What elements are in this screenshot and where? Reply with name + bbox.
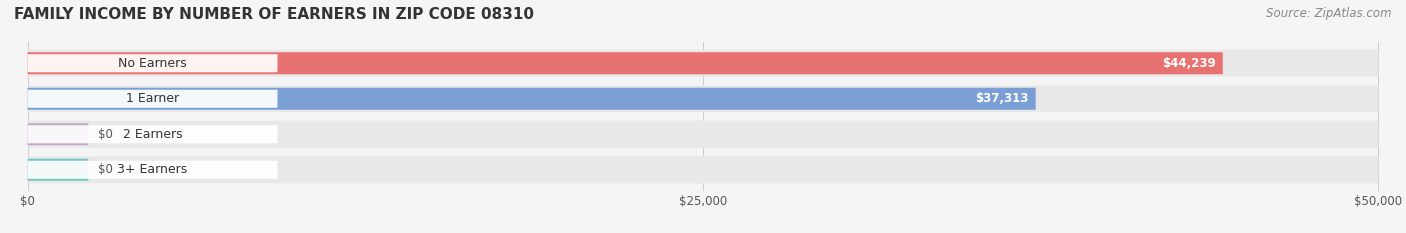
Text: $0: $0 (98, 163, 112, 176)
Text: 1 Earner: 1 Earner (127, 92, 179, 105)
FancyBboxPatch shape (28, 88, 1036, 110)
Text: Source: ZipAtlas.com: Source: ZipAtlas.com (1267, 7, 1392, 20)
FancyBboxPatch shape (28, 52, 1223, 74)
FancyBboxPatch shape (28, 54, 277, 72)
FancyBboxPatch shape (28, 121, 1378, 148)
FancyBboxPatch shape (28, 90, 277, 108)
FancyBboxPatch shape (28, 85, 1378, 112)
FancyBboxPatch shape (28, 50, 1378, 77)
FancyBboxPatch shape (28, 159, 89, 181)
Text: 2 Earners: 2 Earners (122, 128, 183, 141)
Text: $0: $0 (98, 128, 112, 141)
FancyBboxPatch shape (28, 123, 89, 145)
Text: 3+ Earners: 3+ Earners (118, 163, 187, 176)
Text: $44,239: $44,239 (1163, 57, 1216, 70)
Text: $37,313: $37,313 (976, 92, 1029, 105)
FancyBboxPatch shape (28, 156, 1378, 183)
FancyBboxPatch shape (28, 125, 277, 143)
Text: No Earners: No Earners (118, 57, 187, 70)
Text: FAMILY INCOME BY NUMBER OF EARNERS IN ZIP CODE 08310: FAMILY INCOME BY NUMBER OF EARNERS IN ZI… (14, 7, 534, 22)
FancyBboxPatch shape (28, 161, 277, 179)
